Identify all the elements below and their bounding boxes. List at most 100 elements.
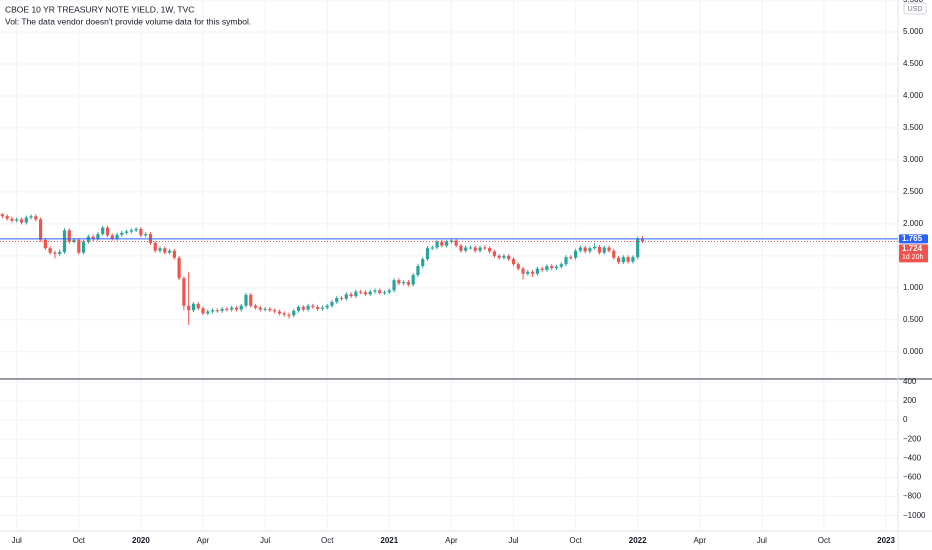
candle-body bbox=[521, 268, 525, 274]
candle-body bbox=[105, 227, 110, 236]
candles bbox=[0, 212, 645, 325]
candle-body bbox=[425, 248, 430, 260]
candle-body bbox=[24, 217, 28, 223]
candle-body bbox=[573, 250, 578, 258]
candle-body bbox=[253, 305, 258, 308]
candle-body bbox=[5, 216, 9, 219]
candle-body bbox=[588, 248, 592, 252]
candle-body bbox=[258, 307, 262, 310]
candle-body bbox=[378, 290, 382, 293]
candle-body bbox=[15, 219, 19, 221]
candle-body bbox=[468, 247, 473, 249]
y-tick-label: −200 bbox=[903, 434, 922, 443]
y-tick-label: −800 bbox=[903, 492, 922, 501]
candle-body bbox=[72, 239, 76, 242]
y-tick-label: 200 bbox=[903, 396, 917, 405]
candle-body bbox=[96, 234, 100, 240]
x-tick-label: Jul bbox=[12, 536, 22, 545]
candle-body bbox=[244, 294, 248, 306]
y-tick-label: 3.000 bbox=[903, 155, 924, 164]
candle-body bbox=[559, 264, 563, 267]
candle-body bbox=[449, 240, 453, 242]
candle-body bbox=[77, 239, 81, 253]
candle-body bbox=[363, 292, 368, 295]
candle-body bbox=[526, 271, 530, 274]
candle-body bbox=[607, 247, 611, 251]
candle-body bbox=[101, 227, 105, 235]
candle-body bbox=[48, 248, 52, 253]
candle-body bbox=[325, 305, 329, 308]
candle-body bbox=[535, 268, 539, 274]
candle-body bbox=[507, 255, 511, 260]
candle-body bbox=[502, 255, 506, 258]
candle-body bbox=[492, 251, 496, 256]
candle-body bbox=[220, 308, 224, 311]
candle-body bbox=[631, 257, 635, 262]
candle-body bbox=[201, 308, 205, 314]
candle-body bbox=[387, 290, 391, 293]
candle-body bbox=[445, 241, 449, 246]
candle-body bbox=[373, 290, 377, 292]
candle-body bbox=[19, 219, 24, 223]
candle-body bbox=[167, 250, 172, 253]
candle-body bbox=[177, 257, 181, 279]
candle-body bbox=[91, 236, 95, 240]
candle-body bbox=[306, 305, 310, 310]
y-tick-label: 4.000 bbox=[903, 91, 924, 100]
candle-body bbox=[344, 294, 348, 299]
x-tick-label: Apr bbox=[694, 536, 707, 545]
candle-body bbox=[411, 275, 415, 285]
x-tick-label: Jul bbox=[260, 536, 270, 545]
candle-body bbox=[464, 247, 468, 251]
chart-title: CBOE 10 YR TREASURY NOTE YIELD, 1W, TVC bbox=[5, 4, 194, 14]
y-tick-label: 4.500 bbox=[903, 59, 924, 68]
candle-body bbox=[158, 248, 162, 251]
candle-body bbox=[382, 292, 387, 294]
y-tick-label: 0 bbox=[903, 415, 908, 424]
y-tick-label: 400 bbox=[903, 377, 917, 386]
x-tick-label: Oct bbox=[321, 536, 334, 545]
candle-body bbox=[210, 310, 215, 312]
candle-body bbox=[287, 314, 291, 316]
y-tick-label: 5.500 bbox=[903, 0, 924, 4]
y-tick-label: 2.000 bbox=[903, 219, 924, 228]
y-tick-label: 3.500 bbox=[903, 123, 924, 132]
price-label: 1.724 bbox=[902, 244, 923, 253]
candle-body bbox=[34, 216, 38, 220]
y-tick-label: 0.500 bbox=[903, 315, 924, 324]
candle-body bbox=[454, 240, 458, 246]
candle-body bbox=[58, 252, 62, 254]
candle-body bbox=[239, 305, 243, 310]
candle-body bbox=[545, 266, 549, 270]
candle-body bbox=[296, 307, 301, 311]
candle-body bbox=[406, 282, 410, 285]
candle-body bbox=[330, 301, 334, 306]
grid bbox=[0, 0, 898, 530]
candle-body bbox=[67, 230, 71, 242]
x-tick-label: Jul bbox=[757, 536, 767, 545]
candle-body bbox=[488, 248, 492, 252]
candle-body bbox=[153, 243, 157, 251]
currency[interactable]: USD bbox=[908, 6, 923, 13]
price-label-box bbox=[899, 244, 928, 263]
x-tick-label: Oct bbox=[73, 536, 86, 545]
candle-body bbox=[215, 310, 219, 312]
currency-box[interactable] bbox=[903, 2, 927, 15]
candle-body bbox=[277, 311, 282, 314]
candle-body bbox=[263, 308, 267, 310]
candle-body bbox=[335, 298, 339, 302]
candle-body bbox=[511, 259, 516, 265]
candle-body bbox=[81, 241, 86, 253]
x-tick-label: Apr bbox=[197, 536, 210, 545]
candle-body bbox=[191, 303, 196, 311]
candle-body bbox=[53, 252, 57, 254]
candle-body bbox=[640, 238, 645, 242]
candle-body bbox=[483, 247, 487, 249]
y-tick-label: −1000 bbox=[903, 511, 926, 520]
candle-body bbox=[478, 247, 482, 251]
x-tick-label: 2022 bbox=[629, 536, 647, 545]
volume-note: Vol: The data vendor doesn't provide vol… bbox=[5, 16, 251, 26]
candle-body bbox=[292, 310, 296, 316]
candle-body bbox=[62, 230, 67, 252]
x-tick-label: 2020 bbox=[132, 536, 150, 545]
